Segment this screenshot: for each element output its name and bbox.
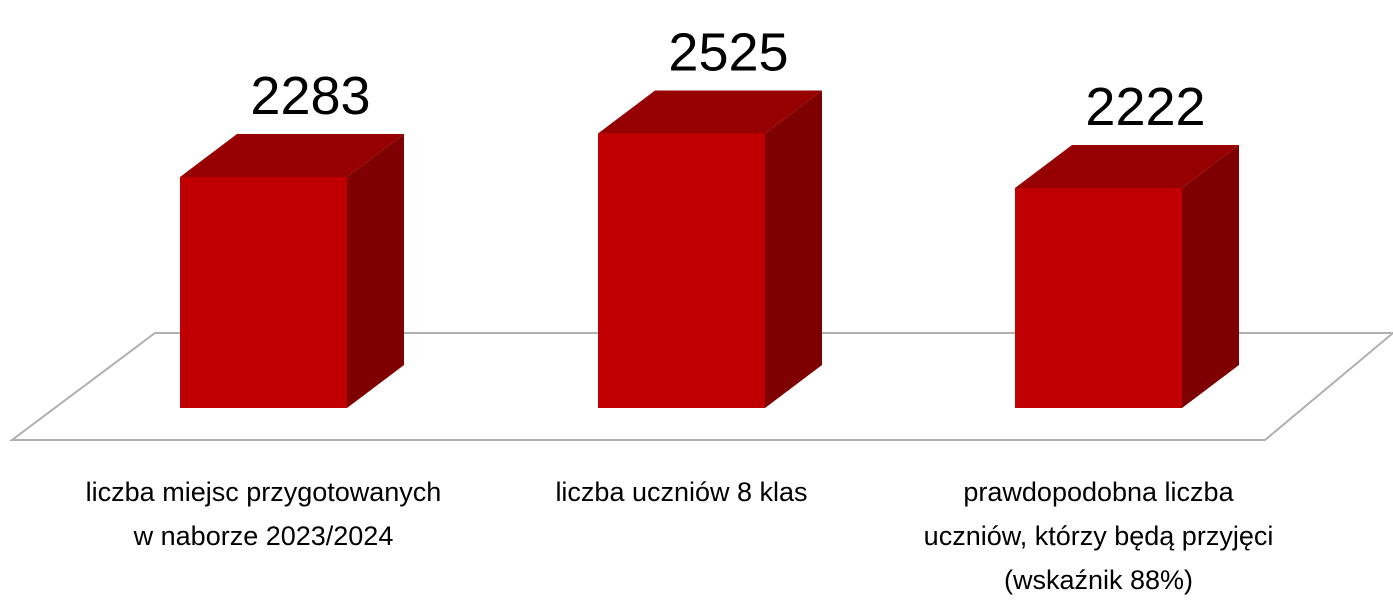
floor	[8, 332, 1393, 441]
bar	[598, 90, 822, 408]
bar-top	[598, 90, 822, 134]
bar-front	[1015, 188, 1182, 408]
bar-side	[765, 90, 822, 408]
data-label: 2283	[250, 66, 370, 126]
x-tick-label: prawdopodobna liczba uczniów, którzy będ…	[923, 477, 1274, 595]
x-tick-label: liczba miejsc przygotowanych w naborze 2…	[85, 477, 442, 551]
data-label: 2222	[1085, 77, 1205, 137]
x-tick-label: liczba uczniów 8 klas	[555, 477, 808, 507]
bar	[180, 134, 404, 408]
bar	[1015, 145, 1239, 409]
bar-side	[347, 134, 404, 408]
bar-front	[598, 133, 765, 408]
bar-side	[1182, 145, 1239, 409]
data-label: 2525	[668, 23, 788, 83]
bar-front	[180, 177, 347, 408]
bar-top	[1015, 145, 1239, 189]
bar-top	[180, 134, 404, 178]
